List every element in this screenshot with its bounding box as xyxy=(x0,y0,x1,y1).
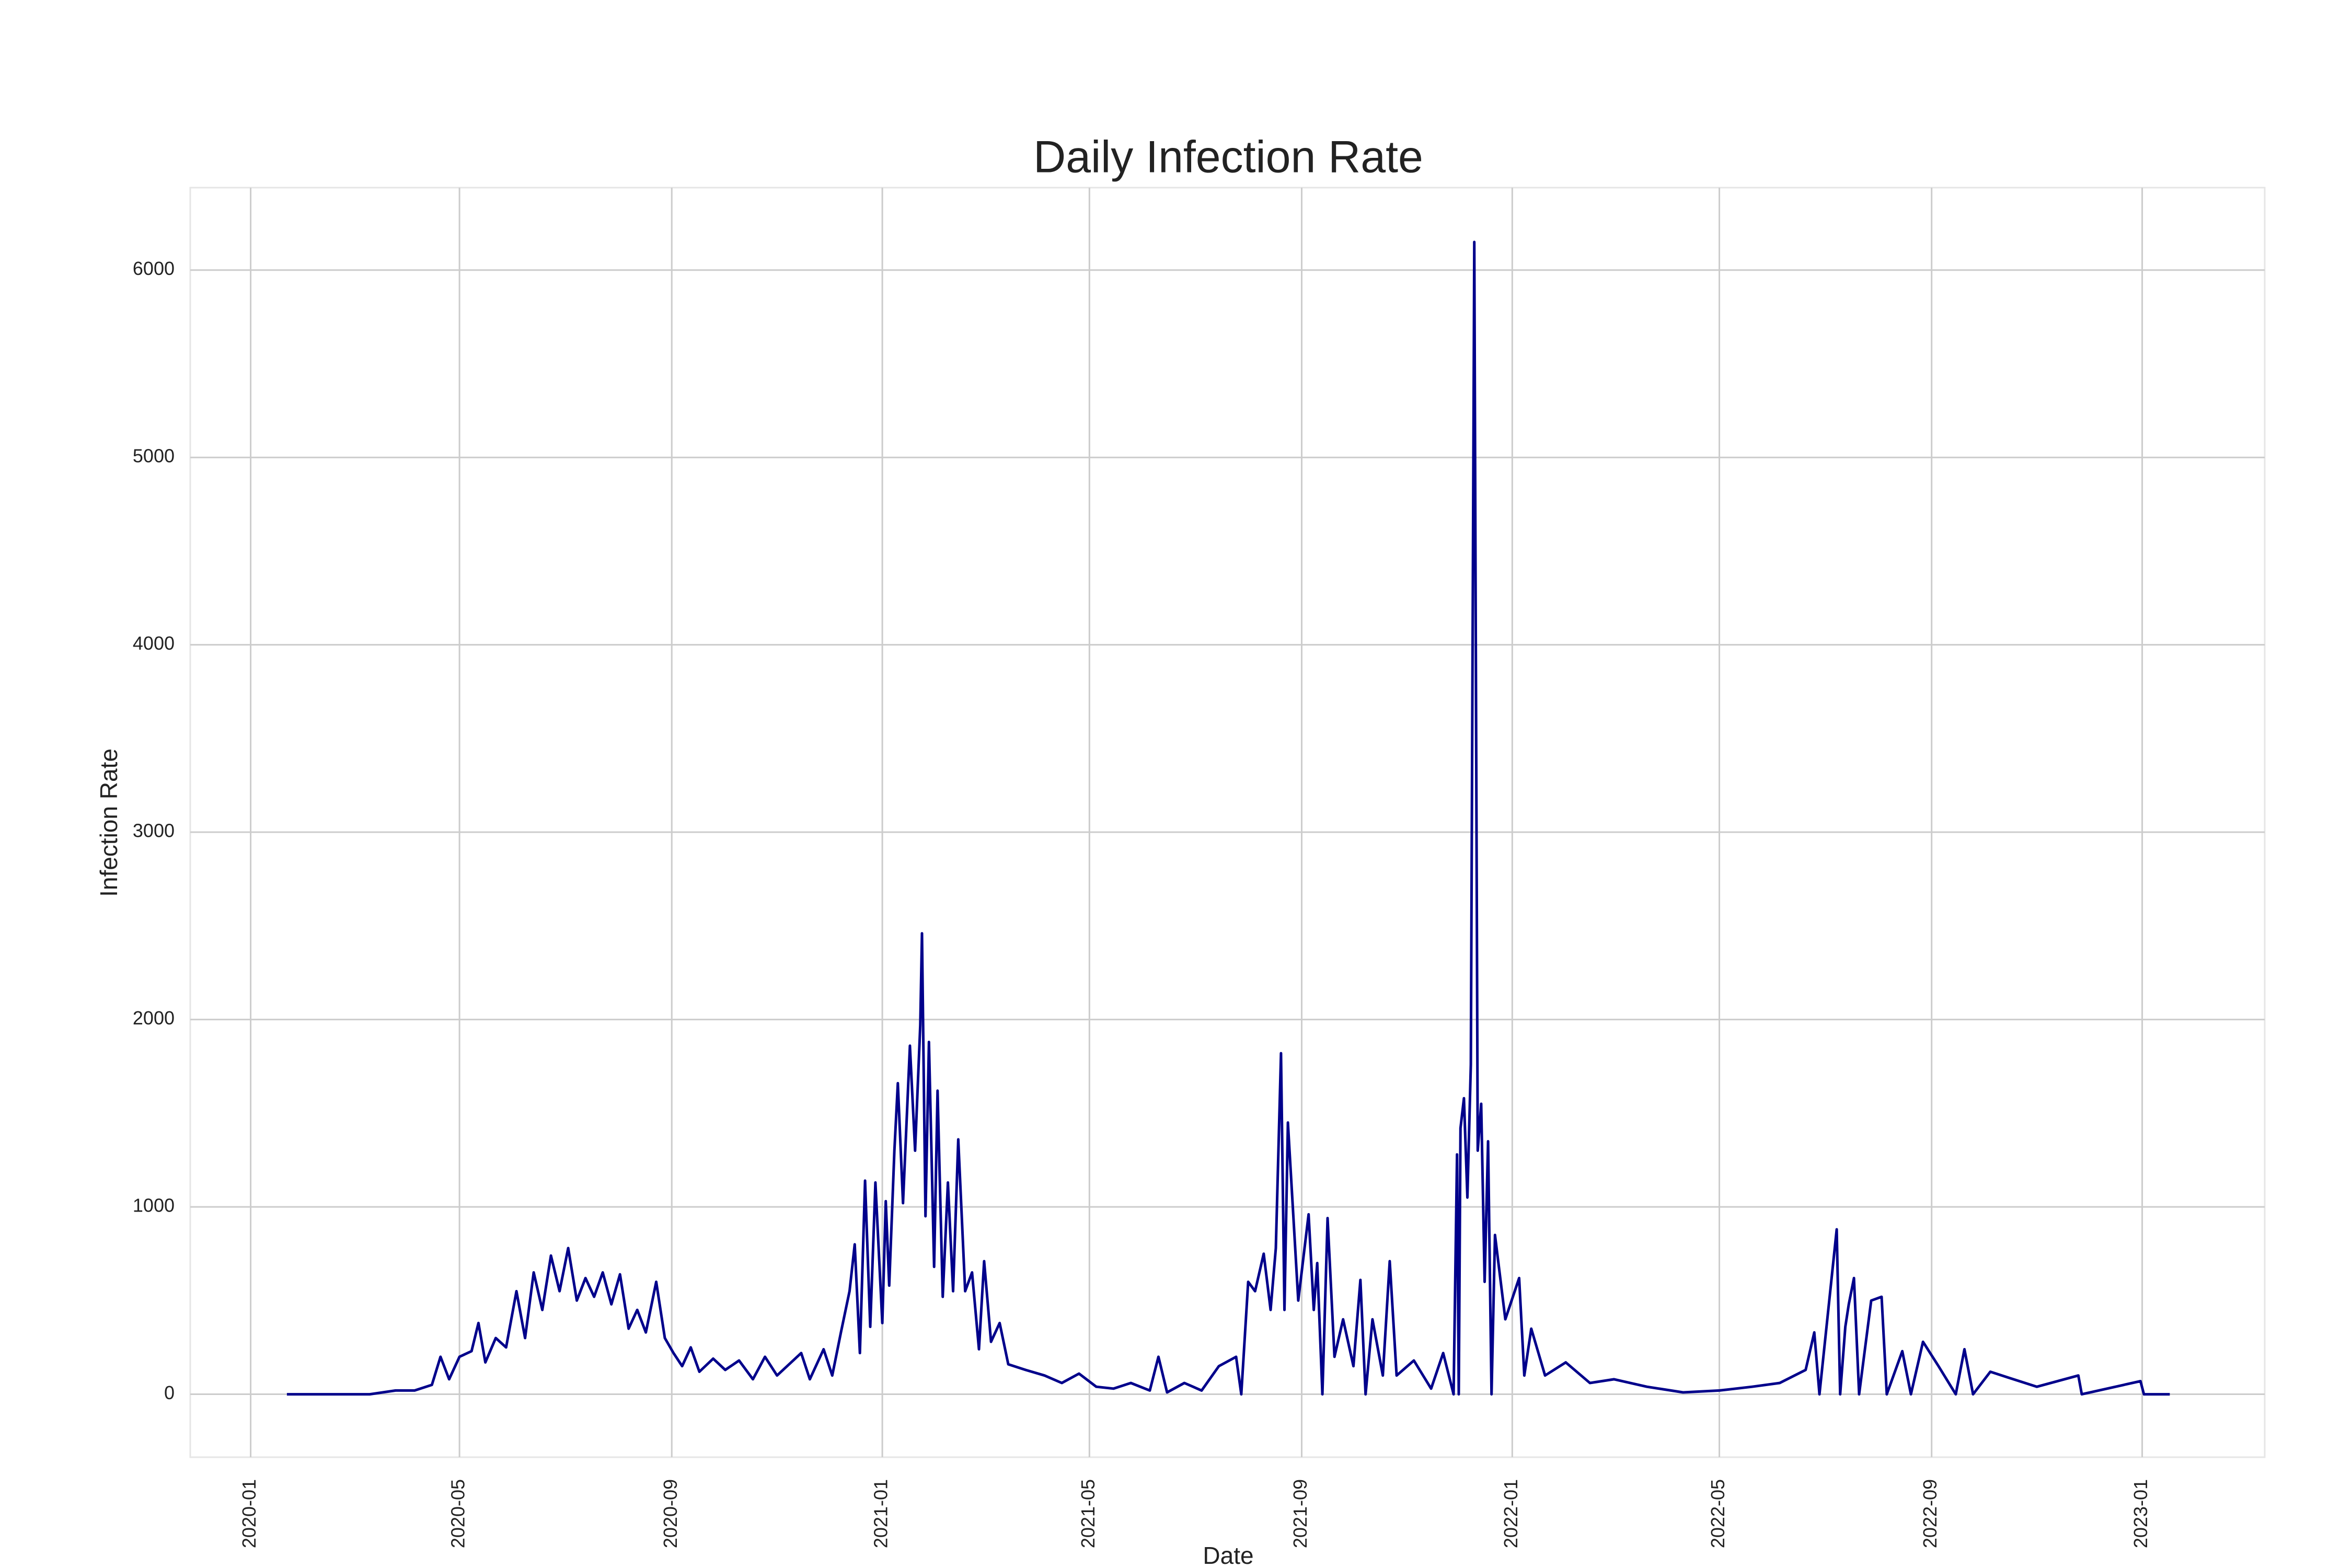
y-tick-label: 1000 xyxy=(133,1195,175,1216)
y-tick-label: 3000 xyxy=(133,820,175,841)
x-tick-label: 2022-09 xyxy=(1919,1479,1941,1548)
x-tick-label: 2021-01 xyxy=(870,1479,892,1548)
x-tick-label: 2021-05 xyxy=(1077,1479,1099,1548)
x-tick-label: 2020-05 xyxy=(447,1479,469,1548)
plot-frame xyxy=(189,187,2266,1458)
y-tick-label: 2000 xyxy=(133,1007,175,1029)
x-tick-label: 2020-09 xyxy=(660,1479,681,1548)
y-axis-label: Infection Rate xyxy=(95,748,122,897)
data-line xyxy=(286,240,2170,1396)
x-tick-label: 2022-01 xyxy=(1500,1479,1521,1548)
y-tick-label: 6000 xyxy=(133,258,175,279)
x-tick-label: 2020-01 xyxy=(238,1479,260,1548)
x-axis-label: Date xyxy=(1203,1542,1253,1568)
x-tick-label: 2023-01 xyxy=(2130,1479,2151,1548)
y-tick-label: 4000 xyxy=(133,632,175,654)
y-tick-label: 5000 xyxy=(133,445,175,467)
x-tick-label: 2022-05 xyxy=(1707,1479,1728,1548)
y-tick-label: 0 xyxy=(164,1382,175,1403)
x-tick-label: 2021-09 xyxy=(1289,1479,1311,1548)
chart-title: Daily Infection Rate xyxy=(1033,132,1423,182)
